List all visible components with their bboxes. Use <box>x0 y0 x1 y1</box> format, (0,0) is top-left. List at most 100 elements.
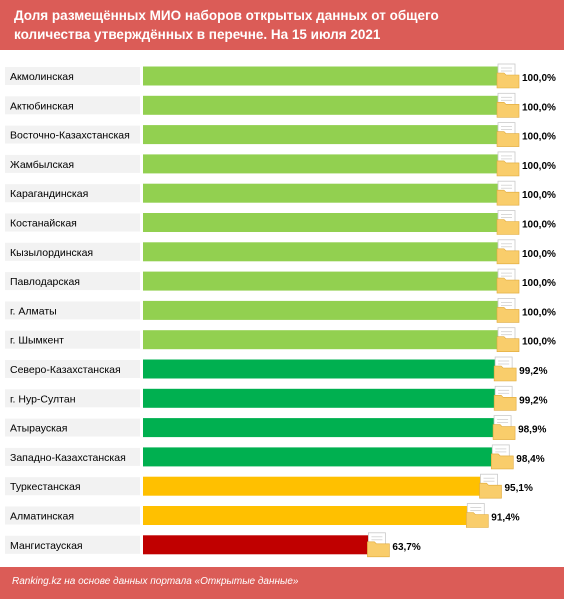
category-label: г. Шымкент <box>10 335 64 347</box>
value-label: 100,0% <box>522 307 556 318</box>
category-label-box <box>5 242 140 261</box>
category-label-box <box>5 213 140 232</box>
bar <box>143 66 500 86</box>
bar-row: Алматинская 91,4% <box>5 503 520 528</box>
category-label: Кызылординская <box>10 247 93 259</box>
chart-title-line-1: Доля размещённых МИО наборов открытых да… <box>14 8 439 23</box>
chart-footer: Ranking.kz на основе данных портала «Отк… <box>0 567 564 599</box>
category-label: Актюбинская <box>10 100 74 112</box>
category-label-box <box>5 418 140 437</box>
folder-icon <box>496 180 520 206</box>
bar-row: г. Алматы 100,0% <box>5 297 556 323</box>
bar-row: Западно-Казахстанская 98,4% <box>5 444 545 470</box>
bar <box>143 388 498 408</box>
category-label: Карагандинская <box>10 188 88 200</box>
category-label-box <box>5 154 140 173</box>
bar <box>143 242 500 262</box>
bar <box>143 125 500 145</box>
bar-row: г. Шымкент 100,0% <box>5 327 556 353</box>
value-label: 95,1% <box>505 483 533 494</box>
category-label: Мангистауская <box>10 540 83 552</box>
folder-icon <box>493 385 517 411</box>
value-label: 100,0% <box>522 73 556 84</box>
value-label: 99,2% <box>519 395 547 406</box>
source-note: Ranking.kz на основе данных портала «Отк… <box>12 576 299 587</box>
folder-icon <box>490 444 514 470</box>
folder-icon <box>496 63 520 89</box>
category-label-box <box>5 506 140 525</box>
value-label: 91,4% <box>491 513 519 524</box>
folder-icon <box>479 473 502 499</box>
value-label: 100,0% <box>522 161 556 172</box>
folder-icon <box>493 356 517 382</box>
bar-row: Жамбылская 100,0% <box>5 151 556 177</box>
value-label: 99,2% <box>519 366 547 377</box>
category-label: г. Нур-Султан <box>10 393 76 405</box>
bar-row: Карагандинская 100,0% <box>5 180 556 206</box>
category-label-box <box>5 272 140 291</box>
bar <box>143 154 500 174</box>
folder-icon <box>496 239 520 265</box>
bar-row: Павлодарская 100,0% <box>5 268 556 294</box>
category-label: Восточно-Казахстанская <box>10 130 130 142</box>
category-label-box <box>5 125 140 144</box>
folder-icon <box>367 532 390 558</box>
value-label: 100,0% <box>522 249 556 260</box>
value-label: 100,0% <box>522 220 556 231</box>
bar <box>143 359 498 379</box>
bar-chart: Акмолинская 100,0%Актюбинская 100,0%Восточ… <box>5 63 556 558</box>
bar <box>143 506 470 525</box>
bar-row: Актюбинская 100,0% <box>5 92 556 118</box>
category-label: Жамбылская <box>10 159 74 171</box>
bar-row: Восточно-Казахстанская 100,0% <box>5 122 556 147</box>
category-label: Атырауская <box>10 423 67 435</box>
value-label: 100,0% <box>522 190 556 201</box>
bar <box>143 300 500 320</box>
chart-header: Доля размещённых МИО наборов открытых да… <box>0 0 564 50</box>
category-label-box <box>5 535 140 554</box>
chart-title-line-2: количества утверждённых в перечне. На 15… <box>14 27 381 42</box>
bar <box>143 95 500 115</box>
value-label: 100,0% <box>522 337 556 348</box>
value-label: 98,9% <box>518 425 546 436</box>
category-label: г. Алматы <box>10 305 57 317</box>
category-label: Алматинская <box>10 511 74 523</box>
category-label: Павлодарская <box>10 276 80 288</box>
bar-row: Северо-Казахстанская 99,2% <box>5 356 548 382</box>
bar <box>143 476 483 496</box>
folder-icon <box>496 297 520 323</box>
bar-row: Туркестанская 95,1% <box>5 473 533 499</box>
bar <box>143 330 500 350</box>
bar-row: г. Нур-Султан 99,2% <box>5 385 548 411</box>
category-label: Западно-Казахстанская <box>10 452 126 464</box>
category-label-box <box>5 184 140 203</box>
value-label: 100,0% <box>522 278 556 289</box>
bar <box>143 535 371 555</box>
bar <box>143 213 500 232</box>
bar-row: Костанайская 100,0% <box>5 210 556 235</box>
bar-row: Кызылординская 100,0% <box>5 239 556 265</box>
category-label-box <box>5 389 140 408</box>
value-label: 98,4% <box>516 454 544 465</box>
category-label: Костанайская <box>10 218 77 230</box>
bar <box>143 183 500 203</box>
category-label: Акмолинская <box>10 71 74 83</box>
value-label: 100,0% <box>522 102 556 113</box>
folder-icon <box>496 327 520 353</box>
bar-row: Мангистауская 63,7% <box>5 532 421 558</box>
folder-icon <box>496 122 520 147</box>
category-label-box <box>5 447 140 466</box>
category-label: Северо-Казахстанская <box>10 364 121 376</box>
folder-icon <box>496 210 520 235</box>
category-label-box <box>5 67 140 85</box>
category-label-box <box>5 360 140 378</box>
folder-icon <box>496 268 520 294</box>
bar <box>143 271 500 291</box>
folder-icon <box>496 92 520 118</box>
category-label-box <box>5 301 140 320</box>
category-label-box <box>5 477 140 496</box>
folder-icon <box>496 151 520 177</box>
value-label: 100,0% <box>522 132 556 143</box>
bar <box>143 418 497 438</box>
bar <box>143 447 495 467</box>
